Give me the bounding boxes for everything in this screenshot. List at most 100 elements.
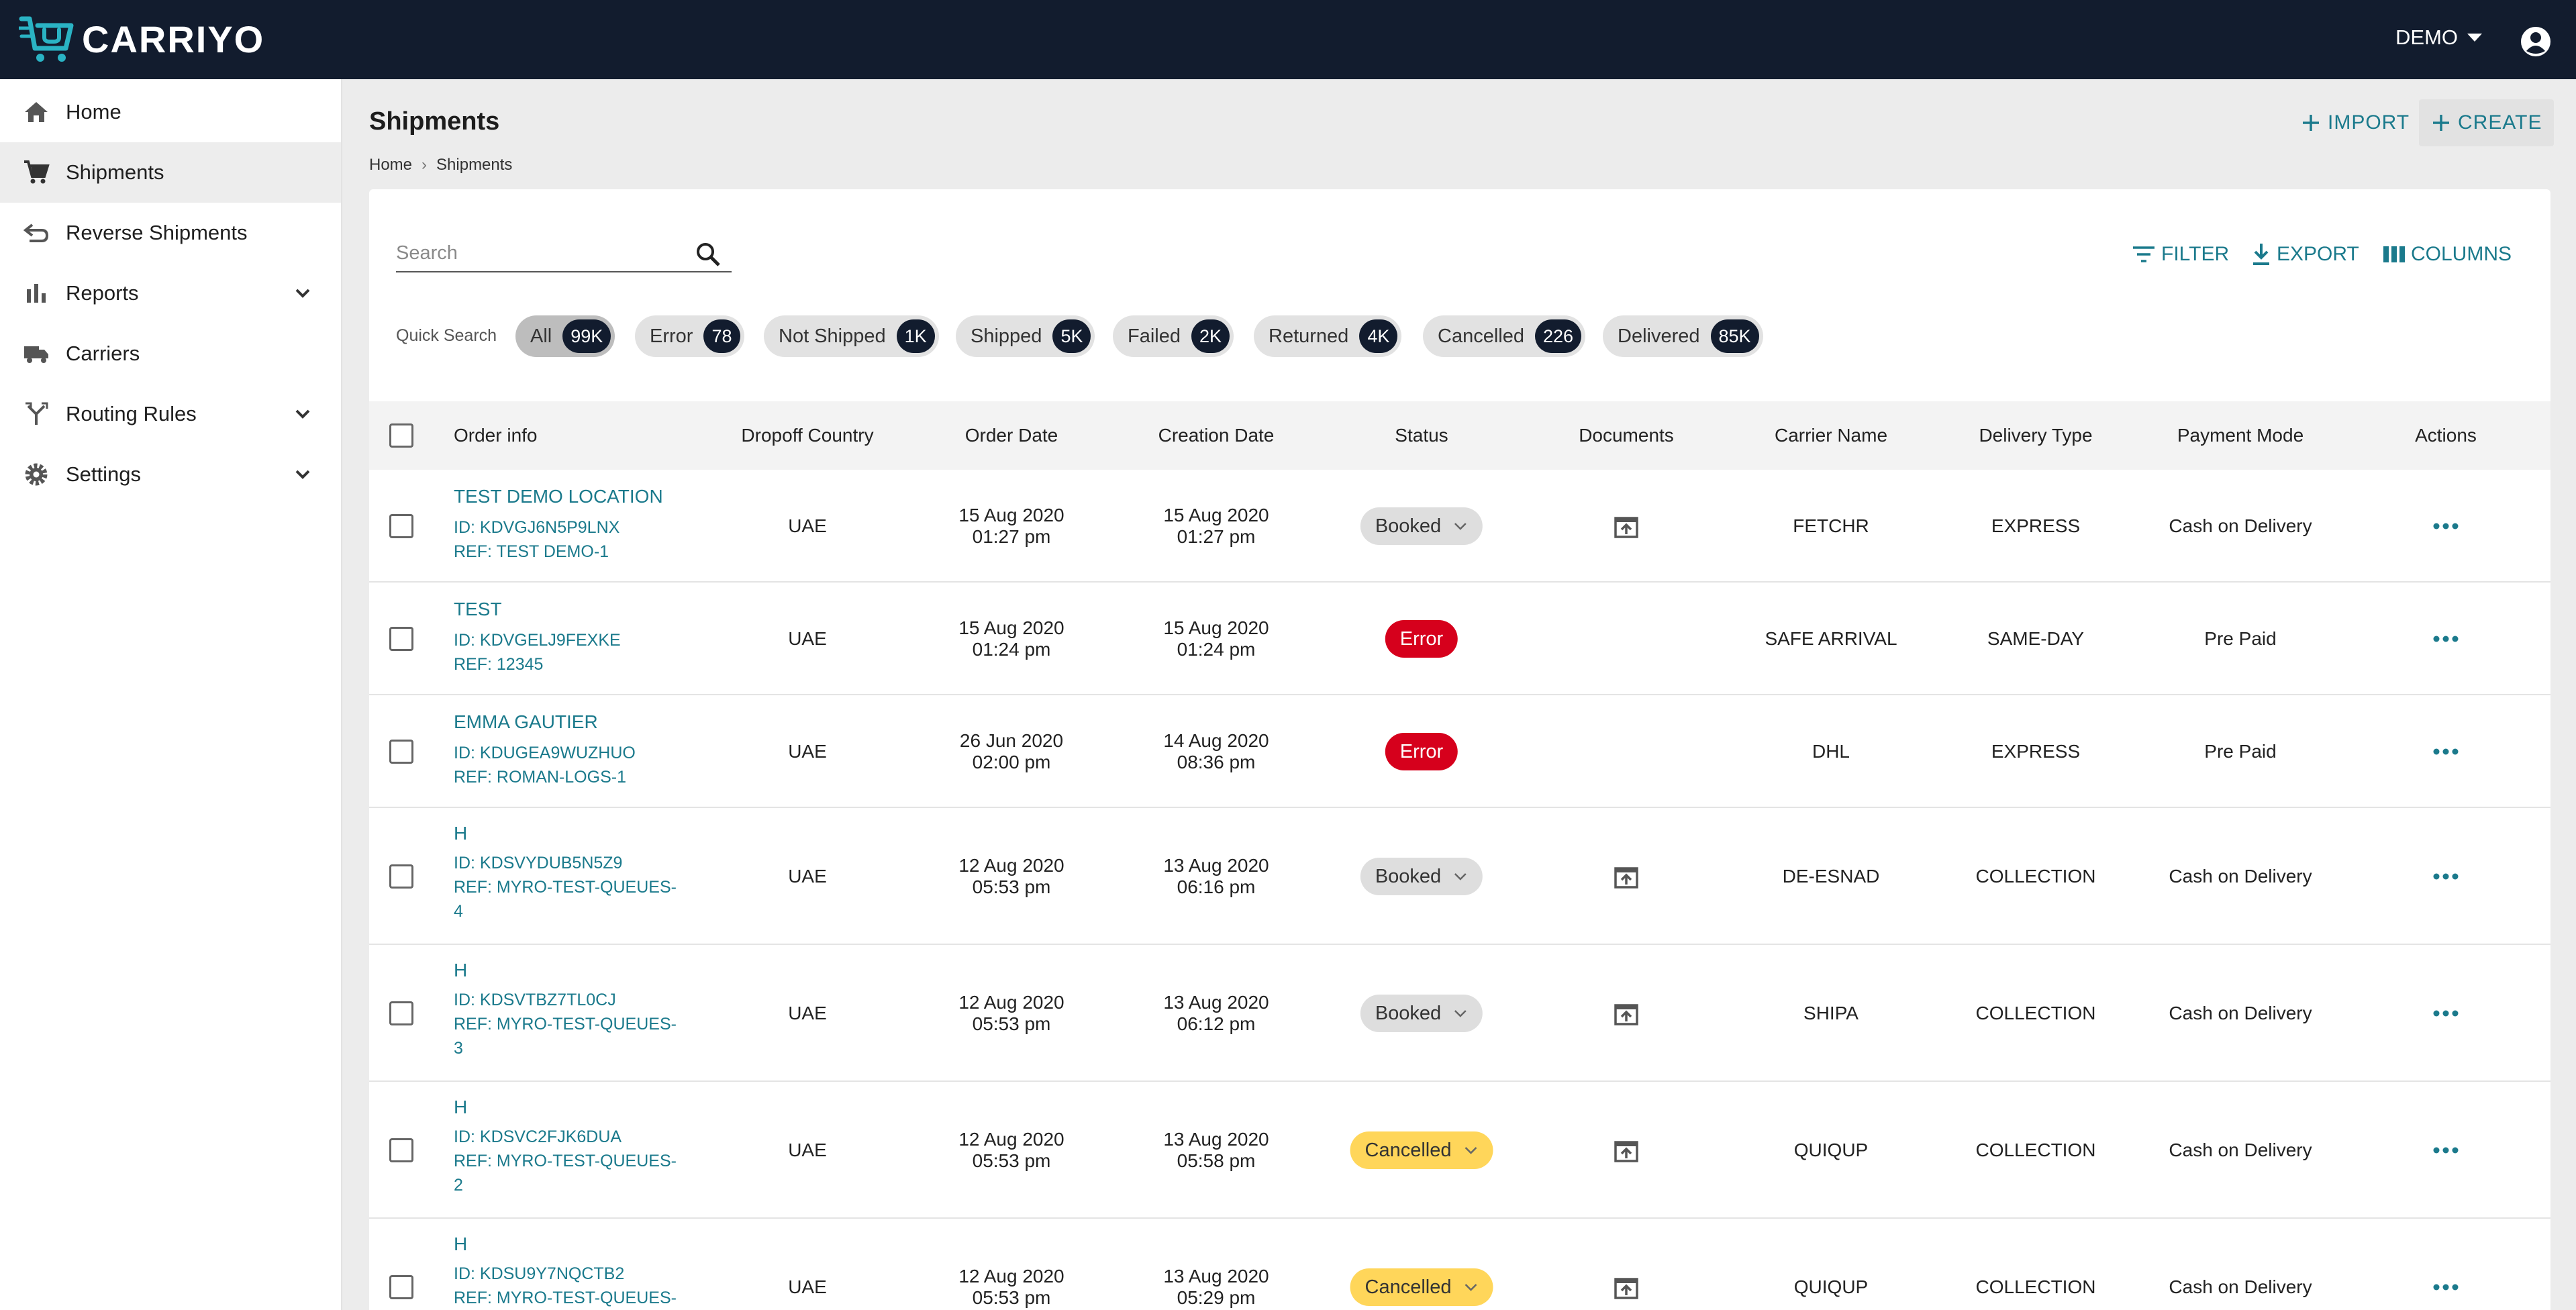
- chip-count: 2K: [1191, 319, 1230, 353]
- column-header[interactable]: Status: [1395, 425, 1448, 446]
- more-actions-icon[interactable]: [2431, 870, 2461, 883]
- breadcrumb-home[interactable]: Home: [369, 156, 413, 174]
- order-date: 12 Aug 2020: [958, 855, 1064, 876]
- sidebar-item-routing-rules[interactable]: Routing Rules: [0, 384, 341, 444]
- import-button[interactable]: IMPORT: [2289, 99, 2422, 146]
- order-name-link[interactable]: TEST DEMO LOCATION: [454, 486, 663, 507]
- columns-label: COLUMNS: [2411, 243, 2512, 265]
- carriyo-logo[interactable]: CARRIYO: [19, 12, 264, 66]
- sidebar-item-settings[interactable]: Settings: [0, 444, 341, 505]
- column-header[interactable]: Dropoff Country: [741, 425, 874, 446]
- order-ref-continued: 2: [454, 1176, 463, 1195]
- account-switcher[interactable]: DEMO: [2395, 26, 2482, 50]
- columns-button[interactable]: COLUMNS: [2383, 238, 2512, 271]
- row-checkbox[interactable]: [389, 740, 413, 764]
- sidebar-item-reports[interactable]: Reports: [0, 263, 341, 323]
- more-actions-icon[interactable]: [2431, 745, 2461, 758]
- column-header[interactable]: Carrier Name: [1774, 425, 1888, 446]
- delivery-type: SAME-DAY: [1987, 628, 2085, 649]
- order-name-link[interactable]: H: [454, 1233, 468, 1254]
- chip-count: 4K: [1359, 319, 1398, 353]
- sidebar-item-reverse-shipments[interactable]: Reverse Shipments: [0, 203, 341, 263]
- sidebar-item-home[interactable]: Home: [0, 82, 341, 142]
- column-header[interactable]: Order Date: [964, 425, 1058, 446]
- document-upload-icon[interactable]: [1612, 862, 1641, 891]
- column-header[interactable]: Creation Date: [1158, 425, 1275, 446]
- more-actions-icon[interactable]: [2431, 519, 2461, 533]
- more-actions-icon[interactable]: [2431, 1007, 2461, 1020]
- column-header[interactable]: Delivery Type: [1979, 425, 2093, 446]
- more-actions-icon[interactable]: [2431, 1280, 2461, 1294]
- account-name: DEMO: [2395, 26, 2458, 49]
- document-upload-icon[interactable]: [1612, 1136, 1641, 1165]
- user-avatar-icon[interactable]: [2520, 26, 2552, 58]
- column-header[interactable]: Payment Mode: [2177, 425, 2304, 446]
- order-name-link[interactable]: EMMA GAUTIER: [454, 711, 598, 732]
- row-checkbox[interactable]: [389, 1275, 413, 1299]
- row-checkbox[interactable]: [389, 627, 413, 651]
- document-upload-icon[interactable]: [1612, 1272, 1641, 1302]
- sidebar-item-carriers[interactable]: Carriers: [0, 323, 341, 384]
- brand-name: CARRIYO: [82, 17, 265, 60]
- dropoff-country: UAE: [788, 1003, 827, 1023]
- status-dropdown[interactable]: Booked: [1360, 858, 1483, 895]
- table-row[interactable]: H ID: KDSVTBZ7TL0CJ REF: MYRO-TEST-QUEUES-…: [369, 945, 2550, 1082]
- sidebar-item-shipments[interactable]: Shipments: [0, 142, 341, 203]
- table-row[interactable]: H ID: KDSU9Y7NQCTB2 REF: MYRO-TEST-QUEUES-…: [369, 1219, 2550, 1310]
- row-checkbox[interactable]: [389, 1001, 413, 1025]
- creation-time: 08:36 pm: [1177, 752, 1256, 772]
- table-row[interactable]: TEST DEMO LOCATION ID: KDVGJ6N5P9LNX REF: …: [369, 470, 2550, 583]
- order-ref: REF: MYRO-TEST-QUEUES-: [454, 1289, 677, 1307]
- quick-chip-failed[interactable]: Failed 2K: [1113, 315, 1234, 357]
- table-row[interactable]: TEST ID: KDVGELJ9FEXKE REF: 12345 UAE 15 Aug…: [369, 583, 2550, 695]
- document-upload-icon[interactable]: [1612, 511, 1641, 541]
- chevron-down-icon: [1454, 873, 1467, 880]
- column-header[interactable]: Documents: [1579, 425, 1674, 446]
- document-upload-icon[interactable]: [1612, 999, 1641, 1028]
- dropoff-country: UAE: [788, 515, 827, 536]
- quick-chip-shipped[interactable]: Shipped 5K: [956, 315, 1095, 357]
- status-badge-error[interactable]: Error: [1385, 620, 1458, 658]
- status-label: Booked: [1375, 515, 1442, 537]
- status-badge-error[interactable]: Error: [1385, 733, 1458, 770]
- select-all-checkbox[interactable]: [389, 423, 413, 448]
- status-dropdown[interactable]: Cancelled: [1350, 1131, 1493, 1169]
- create-button[interactable]: CREATE: [2419, 99, 2555, 146]
- delivery-type: COLLECTION: [1975, 866, 2096, 887]
- chip-count: 5K: [1052, 319, 1091, 353]
- table-row[interactable]: H ID: KDSVC2FJK6DUA REF: MYRO-TEST-QUEUES-…: [369, 1082, 2550, 1219]
- column-header[interactable]: Order info: [454, 425, 538, 446]
- table-row[interactable]: H ID: KDSVYDUB5N5Z9 REF: MYRO-TEST-QUEUES-…: [369, 808, 2550, 945]
- more-actions-icon[interactable]: [2431, 632, 2461, 646]
- quick-chip-all[interactable]: All 99K: [515, 315, 615, 357]
- search-icon[interactable]: [694, 240, 722, 268]
- quick-chip-error[interactable]: Error 78: [635, 315, 744, 357]
- table-row[interactable]: EMMA GAUTIER ID: KDUGEA9WUZHUO REF: ROMAN-…: [369, 695, 2550, 808]
- breadcrumb-separator-icon: ›: [422, 156, 428, 174]
- sidebar-item-label: Home: [66, 100, 121, 123]
- order-name-link[interactable]: H: [454, 960, 468, 980]
- order-time: 01:24 pm: [972, 639, 1051, 660]
- row-checkbox[interactable]: [389, 1138, 413, 1162]
- export-button[interactable]: EXPORT: [2251, 238, 2359, 271]
- order-name-link[interactable]: TEST: [454, 599, 502, 619]
- chip-count: 99K: [562, 319, 611, 353]
- chip-label: Failed: [1128, 325, 1181, 347]
- quick-chip-returned[interactable]: Returned 4K: [1254, 315, 1402, 357]
- row-checkbox[interactable]: [389, 864, 413, 889]
- more-actions-icon[interactable]: [2431, 1144, 2461, 1157]
- quick-chip-delivered[interactable]: Delivered 85K: [1603, 315, 1763, 357]
- carrier-name: QUIQUP: [1793, 1276, 1869, 1297]
- status-dropdown[interactable]: Booked: [1360, 995, 1483, 1032]
- status-dropdown[interactable]: Booked: [1360, 507, 1483, 545]
- status-dropdown[interactable]: Cancelled: [1350, 1268, 1493, 1306]
- order-time: 05:53 pm: [972, 876, 1051, 897]
- filter-button[interactable]: FILTER: [2132, 238, 2229, 271]
- quick-chip-not-shipped[interactable]: Not Shipped 1K: [764, 315, 939, 357]
- row-checkbox[interactable]: [389, 514, 413, 538]
- quick-chip-cancelled[interactable]: Cancelled 226: [1423, 315, 1586, 357]
- creation-date: 15 Aug 2020: [1163, 617, 1269, 638]
- order-name-link[interactable]: H: [454, 1097, 468, 1117]
- order-name-link[interactable]: H: [454, 823, 468, 844]
- search-input[interactable]: [396, 235, 685, 271]
